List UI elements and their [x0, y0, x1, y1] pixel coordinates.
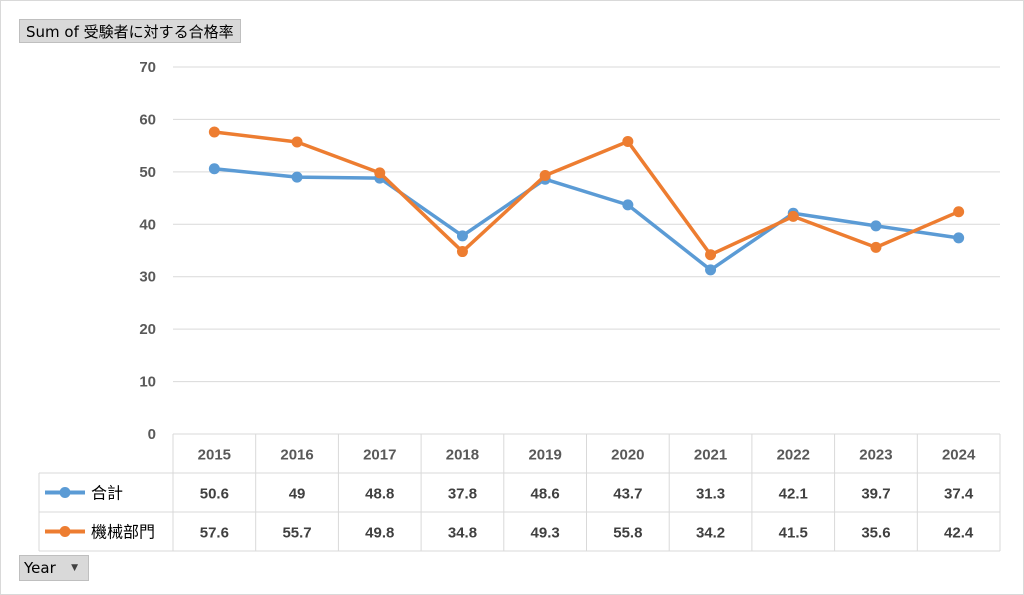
legend-series-name: 合計: [91, 484, 123, 503]
data-point: [622, 199, 634, 211]
data-table-value: 41.5: [779, 525, 808, 542]
data-point: [291, 136, 303, 148]
data-table-value: 42.1: [779, 486, 808, 503]
x-category-label: 2017: [363, 447, 396, 464]
data-table-value: 31.3: [696, 486, 725, 503]
year-filter-button[interactable]: Year ▼: [19, 555, 89, 581]
data-point: [622, 135, 634, 147]
x-category-label: 2018: [446, 447, 479, 464]
legend-key-marker: [59, 526, 71, 537]
data-table-value: 42.4: [944, 525, 974, 542]
y-tick-label: 60: [139, 111, 156, 128]
data-point: [787, 210, 799, 222]
data-point: [374, 167, 386, 179]
data-table-value: 43.7: [613, 486, 642, 503]
y-tick-label: 10: [139, 374, 156, 391]
data-point: [208, 163, 220, 175]
x-category-label: 2024: [942, 447, 976, 464]
data-point: [456, 230, 468, 242]
data-point: [291, 171, 303, 183]
data-table-value: 34.2: [696, 525, 725, 542]
value-field-label: Sum of 受験者に対する合格率: [26, 22, 234, 41]
y-tick-label: 50: [139, 164, 156, 181]
data-table-value: 57.6: [200, 525, 229, 542]
value-field-button[interactable]: Sum of 受験者に対する合格率: [19, 19, 241, 43]
y-tick-label: 0: [148, 426, 156, 443]
data-point: [870, 220, 882, 232]
data-point: [953, 232, 965, 244]
data-point: [208, 126, 220, 138]
x-category-label: 2023: [859, 447, 892, 464]
x-category-label: 2020: [611, 447, 644, 464]
x-category-label: 2022: [777, 447, 810, 464]
data-table-value: 34.8: [448, 525, 477, 542]
x-category-label: 2019: [528, 447, 561, 464]
x-category-label: 2015: [198, 447, 231, 464]
series-line: [214, 130, 960, 257]
y-tick-label: 70: [139, 59, 156, 76]
data-point: [870, 241, 882, 253]
data-table-value: 49: [289, 486, 306, 503]
legend-series-name: 機械部門: [91, 523, 155, 542]
data-table-value: 48.8: [365, 486, 394, 503]
x-category-label: 2021: [694, 447, 727, 464]
data-table-value: 37.4: [944, 486, 974, 503]
data-table-value: 55.8: [613, 525, 642, 542]
dropdown-arrow-icon[interactable]: ▼: [71, 563, 78, 573]
legend-key-marker: [59, 487, 71, 498]
year-filter-label: Year: [24, 559, 56, 577]
data-table-value: 55.7: [282, 525, 311, 542]
data-point: [456, 246, 468, 258]
y-tick-label: 30: [139, 269, 156, 286]
y-tick-label: 20: [139, 321, 156, 338]
data-table-value: 39.7: [861, 486, 890, 503]
data-table-value: 49.3: [531, 525, 560, 542]
data-table-value: 37.8: [448, 486, 477, 503]
data-table-value: 35.6: [861, 525, 890, 542]
data-point: [953, 206, 965, 218]
data-table-value: 50.6: [200, 486, 229, 503]
series-line: [214, 166, 959, 272]
data-table-value: 48.6: [531, 486, 560, 503]
y-tick-label: 40: [139, 216, 156, 233]
data-point: [705, 249, 717, 261]
data-point: [539, 170, 551, 182]
x-category-label: 2016: [280, 447, 313, 464]
data-point: [705, 264, 717, 276]
data-table-value: 49.8: [365, 525, 394, 542]
